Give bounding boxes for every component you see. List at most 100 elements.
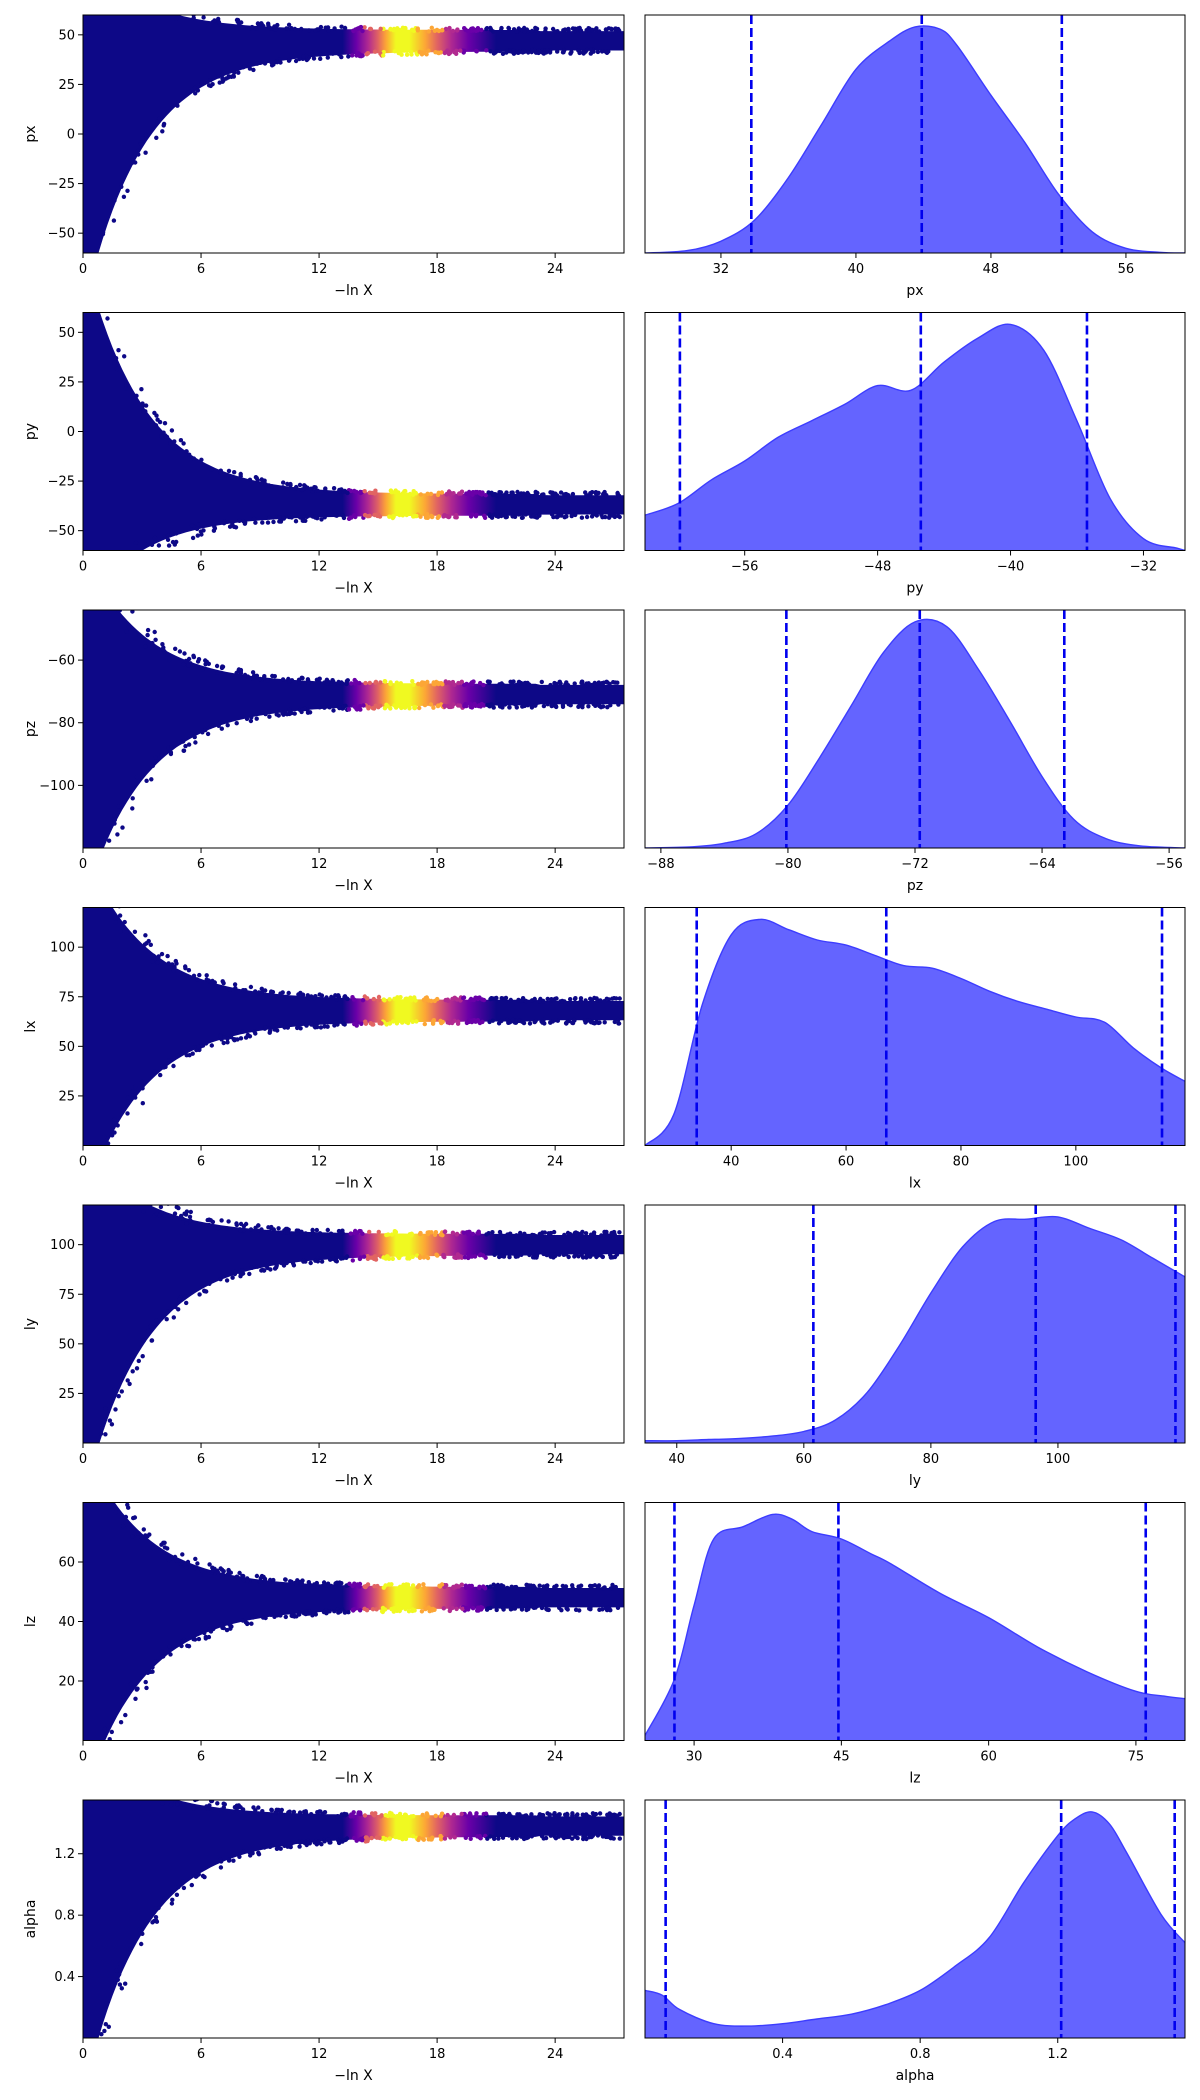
trace-point <box>194 977 200 982</box>
trace-axes-frame <box>82 1204 625 1444</box>
trace-scatter-py <box>83 312 624 609</box>
trace-point <box>133 1084 138 1090</box>
trace-point <box>255 1264 260 1269</box>
trace-point <box>207 724 213 730</box>
trace-point <box>250 1851 255 1856</box>
trace-xtick-label: 6 <box>197 1155 205 1170</box>
subplot-row-pz: 0 6 12 18 24−100−80−60−ln Xpz−88 −80 −72 −64 −56… <box>23 609 1186 894</box>
trace-point <box>514 1233 519 1238</box>
trace-point <box>182 1294 188 1299</box>
trace-point <box>260 520 265 525</box>
trace-point <box>586 704 591 709</box>
trace-xtick-label: 12 <box>311 1750 328 1765</box>
trace-point <box>152 1069 157 1075</box>
trace-point <box>587 1252 592 1257</box>
trace-point <box>564 514 569 519</box>
trace-point <box>109 1729 115 1735</box>
trace-point <box>563 1584 569 1589</box>
trace-point <box>584 514 590 520</box>
trace-point <box>112 821 117 826</box>
trace-point <box>168 15 173 17</box>
trace-point <box>425 1230 430 1235</box>
trace-point <box>467 1229 472 1235</box>
trace-point <box>388 488 394 493</box>
trace-point <box>256 990 262 995</box>
trace-point <box>413 705 418 710</box>
trace-point <box>115 832 120 837</box>
trace-point <box>209 467 214 472</box>
trace-point <box>362 25 367 30</box>
trace-point <box>580 679 585 684</box>
trace-point <box>336 705 342 710</box>
trace-point <box>149 777 154 782</box>
trace-point <box>415 26 420 31</box>
trace-point <box>263 992 268 998</box>
trace-point <box>611 1836 616 1841</box>
trace-point <box>332 26 337 31</box>
trace-point <box>101 1164 105 1168</box>
trace-point <box>469 705 475 710</box>
trace-point <box>254 1573 260 1579</box>
trace-point <box>429 998 434 1004</box>
trace-point <box>554 996 559 1001</box>
trace-ytick-label: −80 <box>48 716 75 731</box>
trace-point <box>173 958 178 964</box>
trace-point <box>593 701 598 707</box>
trace-point <box>144 556 148 560</box>
trace-point <box>418 514 423 519</box>
trace-point <box>475 26 481 31</box>
trace-xtick-label: 18 <box>429 1452 446 1467</box>
trace-point <box>284 994 289 999</box>
trace-point <box>447 1608 452 1614</box>
trace-point <box>416 681 421 687</box>
trace-point <box>192 1637 198 1642</box>
trace-point <box>613 26 618 31</box>
trace-point <box>570 1836 575 1841</box>
trace-point <box>155 119 160 125</box>
trace-point <box>395 26 400 31</box>
trace-point <box>355 1020 360 1025</box>
trace-point <box>88 867 92 871</box>
trace-point <box>215 1570 221 1575</box>
trace-point <box>197 972 202 978</box>
trace-point <box>367 513 372 519</box>
trace-point <box>269 1808 274 1813</box>
trace-point <box>389 1606 394 1612</box>
trace-point <box>569 513 574 519</box>
trace-point <box>179 1795 183 1799</box>
trace-point <box>334 1259 339 1264</box>
trace-point <box>560 50 566 55</box>
trace-point <box>548 682 553 688</box>
trace-point <box>154 1318 159 1323</box>
trace-point <box>610 1232 615 1237</box>
trace-point <box>109 1185 113 1189</box>
trace-point <box>83 605 87 609</box>
trace-point <box>109 1749 113 1753</box>
trace-point <box>178 1561 184 1566</box>
kde-area-px <box>645 25 1185 253</box>
trace-point <box>249 1621 254 1626</box>
trace-point <box>497 702 502 707</box>
trace-point <box>346 54 351 59</box>
trace-point <box>153 423 159 428</box>
trace-point <box>478 1836 483 1841</box>
trace-point <box>160 642 165 647</box>
trace-point <box>541 492 546 497</box>
trace-point <box>564 680 569 685</box>
trace-point <box>490 1230 495 1235</box>
trace-point <box>137 7 141 11</box>
trace-ytick-label: −25 <box>48 475 75 490</box>
trace-point <box>548 490 553 495</box>
trace-point <box>545 1607 550 1612</box>
trace-point <box>371 1022 376 1027</box>
trace-point <box>362 512 368 518</box>
trace-point <box>554 1583 559 1589</box>
trace-point <box>130 1534 135 1539</box>
trace-point <box>207 1222 212 1228</box>
trace-point <box>237 1270 243 1275</box>
trace-point <box>242 672 248 678</box>
trace-point <box>113 356 119 361</box>
trace-point <box>328 1257 333 1262</box>
trace-point <box>358 1837 363 1842</box>
